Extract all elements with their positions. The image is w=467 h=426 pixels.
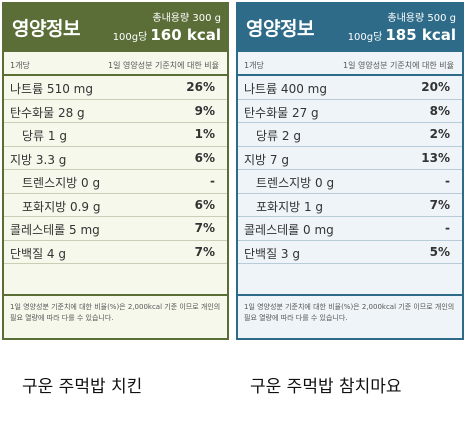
product-caption-tuna-mayo: 구운 주먹밥 참치마요: [250, 377, 402, 397]
nutrient-row: 단백질 3 g 5%: [238, 241, 462, 264]
nutrient-row: 탄수화물 28 g 9%: [4, 100, 227, 123]
product-caption-chicken: 구운 주먹밥 치킨: [22, 377, 143, 397]
nutrient-percent: 8%: [429, 103, 450, 118]
nutrient-row: 콜레스테롤 0 mg -: [238, 217, 462, 241]
nutrient-row: 탄수화물 27 g 8%: [238, 100, 462, 123]
nutrient-row: 나트륨 400 mg 20%: [238, 76, 462, 100]
calories-per: 100g당 160 kcal: [113, 26, 221, 44]
nutrient-rows: 나트륨 510 mg 26% 탄수화물 28 g 9% 당류 1 g 1% 지방 3.…: [4, 76, 227, 264]
nutrition-label-tuna-mayo: 영양정보 총내용량 500 g 100g당 185 kcal 1개당 1일 영양성…: [236, 2, 464, 340]
nutrient-name: 지방 7 g: [244, 152, 289, 167]
nutrient-percent: 20%: [421, 80, 450, 94]
label-title: 영양정보: [246, 18, 314, 40]
calories-per: 100g당 185 kcal: [348, 26, 456, 44]
nutrient-percent: 7%: [194, 244, 215, 259]
nutrient-name: 트렌스지방 0 g: [22, 176, 101, 190]
nutrient-name: 트렌스지방 0 g: [256, 176, 335, 190]
nutrient-name: 포화지방 0.9 g: [22, 199, 101, 214]
nutrient-percent: 6%: [194, 150, 215, 165]
nutrient-percent: 5%: [429, 244, 450, 259]
nutrient-row: 당류 1 g 1%: [4, 123, 227, 147]
nutrient-name: 단백질 4 g: [10, 246, 67, 261]
nutrient-row: 당류 2 g 2%: [238, 123, 462, 147]
nutrient-name: 나트륨 400 mg: [244, 82, 327, 96]
label-title: 영양정보: [12, 18, 80, 40]
nutrient-row: 지방 7 g 13%: [238, 147, 462, 170]
per-unit: 100g당: [347, 32, 383, 43]
nutrient-percent: -: [445, 174, 450, 188]
nutrient-row: 단백질 4 g 7%: [4, 241, 227, 264]
nutrient-name: 나트륨 510 mg: [10, 82, 93, 96]
nutrient-percent: 6%: [194, 197, 215, 212]
nutrient-percent: 7%: [429, 197, 450, 212]
label-header: 영양정보 총내용량 300 g 100g당 160 kcal: [4, 4, 227, 52]
label-subheader: 1개당 1일 영양성분 기준치에 대한 비율: [4, 52, 227, 76]
nutrient-row: 콜레스테롤 5 mg 7%: [4, 217, 227, 241]
nutrient-percent: 7%: [194, 221, 215, 235]
nutrition-label-chicken: 영양정보 총내용량 300 g 100g당 160 kcal 1개당 1일 영양성…: [2, 2, 229, 340]
nutrient-row: 나트륨 510 mg 26%: [4, 76, 227, 100]
nutrient-percent: 2%: [429, 127, 450, 141]
nutrient-name: 포화지방 1 g: [256, 199, 324, 214]
nutrient-row: 트렌스지방 0 g -: [238, 170, 462, 194]
nutrient-percent: 9%: [194, 103, 215, 118]
kcal-value: 160 kcal: [150, 26, 221, 44]
label-footnote: 1일 영양성분 기준치에 대한 비율(%)은 2,000kcal 기준 이므로 …: [4, 294, 227, 338]
nutrient-row: 포화지방 1 g 7%: [238, 194, 462, 217]
kcal-value: 185 kcal: [385, 26, 456, 44]
nutrient-name: 탄수화물 27 g: [244, 105, 319, 120]
nutrient-name: 단백질 3 g: [244, 246, 301, 261]
label-header: 영양정보 총내용량 500 g 100g당 185 kcal: [238, 4, 462, 52]
nutrient-name: 지방 3.3 g: [10, 152, 67, 167]
nutrient-percent: -: [445, 221, 450, 235]
nutrient-row: 지방 3.3 g 6%: [4, 147, 227, 170]
nutrient-name: 콜레스테롤 0 mg: [244, 223, 334, 237]
nutrient-row: 포화지방 0.9 g 6%: [4, 194, 227, 217]
nutrient-name: 탄수화물 28 g: [10, 105, 85, 120]
nutrient-name: 당류 2 g: [256, 129, 301, 143]
nutrient-percent: 1%: [194, 127, 215, 141]
nutrient-name: 당류 1 g: [22, 129, 67, 143]
daily-value-header: 1일 영양성분 기준치에 대한 비율: [343, 61, 454, 70]
per-unit: 100g당: [112, 32, 148, 43]
total-amount: 총내용량 300 g: [152, 13, 221, 24]
serving-unit: 1개당: [10, 61, 30, 70]
daily-value-header: 1일 영양성분 기준치에 대한 비율: [108, 61, 219, 70]
nutrient-percent: -: [210, 174, 215, 188]
nutrient-percent: 26%: [186, 80, 215, 94]
total-amount: 총내용량 500 g: [387, 13, 456, 24]
label-footnote: 1일 영양성분 기준치에 대한 비율(%)은 2,000kcal 기준 이므로 …: [238, 294, 462, 338]
nutrient-name: 콜레스테롤 5 mg: [10, 223, 100, 237]
nutrient-percent: 13%: [421, 150, 450, 165]
nutrient-rows: 나트륨 400 mg 20% 탄수화물 27 g 8% 당류 2 g 2% 지방 7 …: [238, 76, 462, 264]
serving-unit: 1개당: [244, 61, 264, 70]
label-subheader: 1개당 1일 영양성분 기준치에 대한 비율: [238, 52, 462, 76]
nutrient-row: 트렌스지방 0 g -: [4, 170, 227, 194]
